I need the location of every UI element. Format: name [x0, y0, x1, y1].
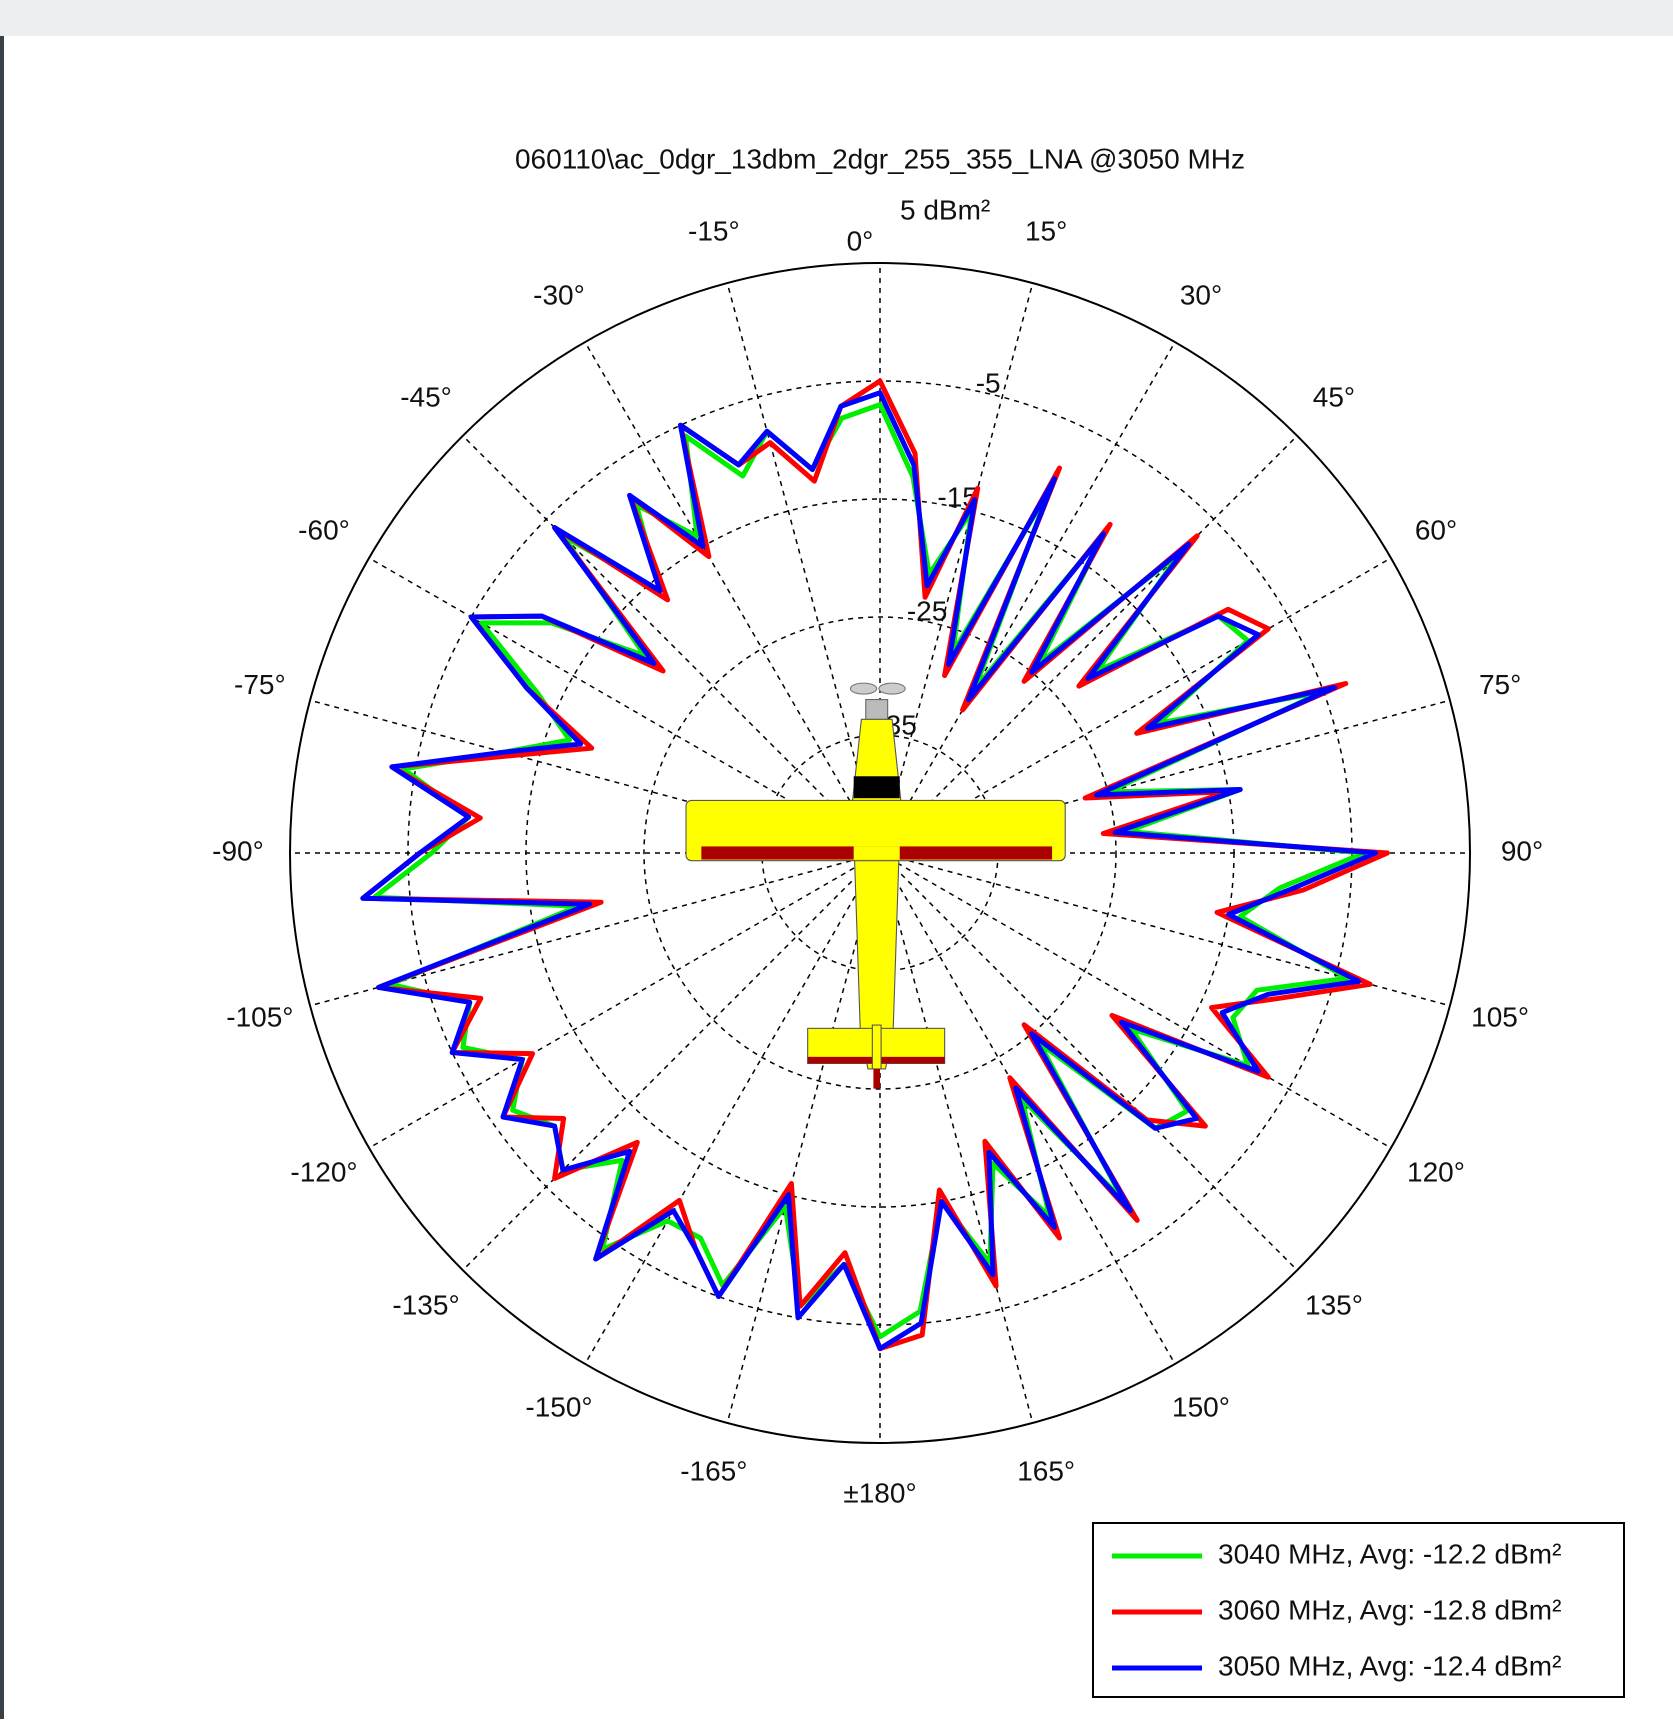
grid-spoke — [880, 283, 1033, 853]
theta-tick-label: -60° — [298, 514, 350, 545]
grid-spoke — [880, 853, 1033, 1423]
grid-spoke — [585, 853, 880, 1364]
theta-tick-label: -150° — [525, 1391, 592, 1422]
r-tick-label: 5 dBm² — [900, 194, 990, 225]
page: {"chart_data": {"type": "polar", "title"… — [0, 0, 1673, 1719]
grid-spoke — [463, 436, 880, 853]
window-bar — [0, 0, 1673, 36]
theta-tick-label: 75° — [1479, 669, 1521, 700]
legend-label: 3050 MHz, Avg: -12.4 dBm² — [1218, 1650, 1561, 1681]
theta-tick-label: 30° — [1180, 279, 1222, 310]
theta-tick-label: 120° — [1407, 1156, 1465, 1187]
r-tick-label: -25 — [907, 595, 947, 626]
chart: 5 dBm²-5-15-25-35-165°-150°-135°-120°-10… — [0, 0, 1673, 1719]
theta-tick-label: 135° — [1305, 1289, 1363, 1320]
theta-tick-label: 15° — [1025, 215, 1067, 246]
theta-tick-label: -30° — [533, 279, 585, 310]
chart-title: 060110\ac_0dgr_13dbm_2dgr_255_355_LNA @3… — [515, 143, 1245, 174]
theta-tick-label: 150° — [1172, 1391, 1230, 1422]
theta-tick-label: -105° — [226, 1002, 293, 1033]
theta-tick-label: 0° — [847, 225, 874, 256]
theta-tick-label: -135° — [392, 1289, 459, 1320]
theta-tick-label: -15° — [688, 215, 740, 246]
theta-tick-label: 60° — [1415, 514, 1457, 545]
grid-spoke — [880, 853, 1391, 1148]
theta-tick-label: -45° — [400, 381, 452, 412]
legend-label: 3060 MHz, Avg: -12.8 dBm² — [1218, 1594, 1561, 1625]
theta-tick-label: 105° — [1471, 1002, 1529, 1033]
theta-tick-label: -75° — [234, 669, 286, 700]
theta-tick-label: -120° — [290, 1156, 357, 1187]
window-edge — [0, 36, 4, 1719]
theta-tick-label: 90° — [1501, 835, 1543, 866]
theta-tick-label: 165° — [1017, 1456, 1075, 1487]
r-tick-label: -5 — [976, 367, 1001, 398]
theta-tick-label: ±180° — [843, 1477, 916, 1508]
airplane-icon — [686, 683, 1065, 1089]
theta-tick-label: -90° — [212, 835, 264, 866]
theta-tick-label: -165° — [680, 1456, 747, 1487]
theta-tick-label: 45° — [1313, 381, 1355, 412]
legend-label: 3040 MHz, Avg: -12.2 dBm² — [1218, 1538, 1561, 1569]
